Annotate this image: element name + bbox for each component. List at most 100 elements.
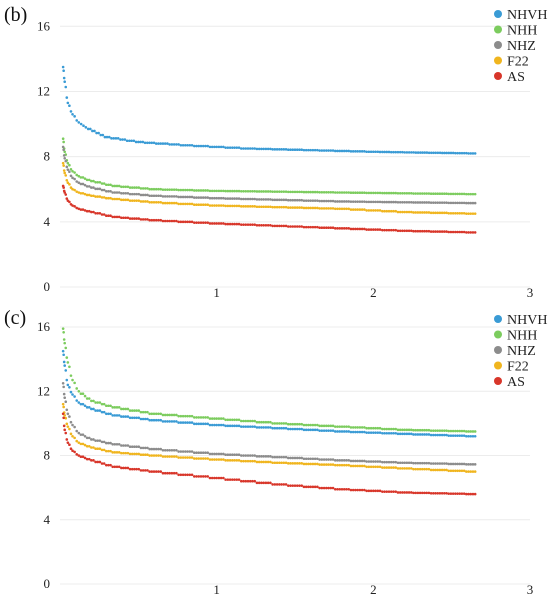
data-point [438,433,442,437]
data-point [79,442,83,446]
data-point [278,190,281,193]
data-point [443,211,446,215]
data-point [447,201,451,205]
data-point [338,487,342,491]
data-point [333,459,337,462]
data-point [257,460,261,464]
data-point [168,219,171,223]
data-point [143,410,147,414]
data-point [128,467,132,471]
data-point [440,491,444,495]
data-point [231,453,234,457]
data-point [75,190,79,193]
data-point [71,434,74,438]
data-point [333,149,337,153]
data-point [143,187,147,190]
data-point [363,191,366,194]
data-point [365,489,368,493]
data-point [66,101,70,105]
data-point [309,199,312,202]
data-point [295,484,299,487]
data-point [434,491,437,495]
data-point [71,176,74,180]
data-point [161,201,165,205]
data-point [152,218,156,222]
data-point [145,141,149,145]
data-point [201,451,205,455]
data-point [380,228,384,232]
data-point [389,431,393,435]
data-point [407,210,411,214]
data-point [311,206,315,210]
data-point [64,416,68,420]
data-point [100,213,104,216]
data-point [84,126,88,129]
data-point [342,459,346,462]
data-point [309,485,312,489]
data-point [219,145,223,149]
data-point [192,422,196,426]
data-point [394,466,398,469]
data-point [126,192,130,195]
data-point [383,431,386,435]
data-point [135,416,138,420]
data-point [398,192,402,195]
data-point [316,485,319,489]
data-point [210,476,214,480]
data-point [139,410,143,414]
data-point [451,462,455,466]
panel-label-b: (b) [4,4,28,26]
data-point [107,441,110,445]
data-point [260,455,263,458]
data-point [141,469,145,472]
data-point [460,230,464,234]
data-point [195,221,198,224]
data-point [210,423,214,427]
data-point [100,196,104,199]
data-point [325,463,328,466]
data-point [85,193,89,197]
data-point [469,434,473,438]
data-point [333,227,337,230]
data-point [412,467,415,471]
data-point [394,191,398,195]
data-point [443,230,446,233]
data-point [68,385,71,389]
data-point [278,148,281,151]
data-point [222,476,225,480]
data-point [197,451,201,455]
data-point [436,491,440,495]
data-point [102,213,106,216]
data-point [85,444,89,448]
data-point [190,421,194,424]
data-point [338,425,342,428]
data-point [291,148,295,152]
data-point [163,219,167,223]
data-point [90,446,93,449]
data-point [416,433,420,436]
data-point [94,401,97,404]
data-point [369,489,373,493]
data-point [302,225,306,229]
data-point [376,489,380,493]
data-point [88,127,92,131]
data-point [271,148,274,151]
data-point [282,422,286,425]
data-point [228,478,232,481]
data-point [289,422,292,426]
data-point [251,205,254,208]
data-point [175,455,178,458]
data-point [471,430,475,433]
data-point [266,205,270,209]
data-point [201,457,205,460]
data-point [137,199,141,202]
data-point [347,425,351,428]
data-point [109,463,112,467]
data-point [295,456,299,460]
data-point [440,192,444,196]
data-point [356,208,359,211]
data-point [416,151,420,154]
data-point [351,464,355,468]
data-point [325,429,328,432]
data-point [98,409,102,412]
